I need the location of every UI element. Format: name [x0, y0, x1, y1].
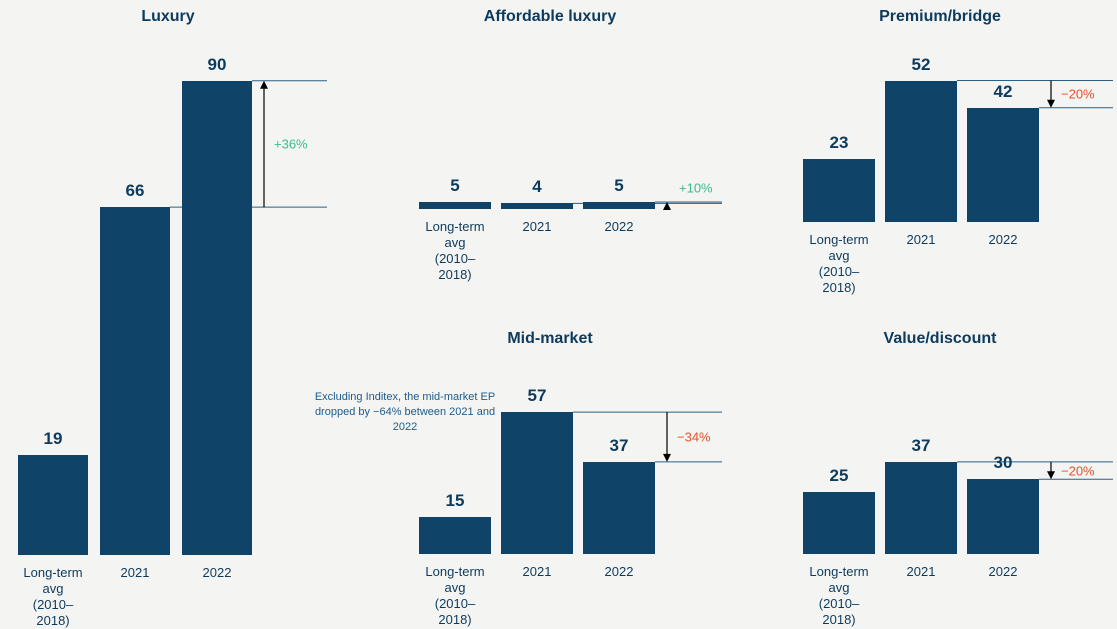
annotation: Excluding Inditex, the mid-market EP dro… [314, 391, 496, 433]
change-label: −20% [1061, 86, 1095, 102]
category-label: 2022 [604, 219, 634, 234]
bar [419, 202, 491, 209]
category-label: 2021 [522, 219, 552, 234]
value-label: 52 [911, 54, 931, 74]
value-label: 37 [609, 435, 629, 455]
arrow-head [663, 202, 671, 210]
panel-title: Affordable luxury [483, 8, 617, 25]
change-label: +10% [679, 180, 713, 196]
panel-title: Premium/bridge [879, 8, 1001, 25]
bar [18, 454, 88, 555]
bar [501, 203, 573, 209]
change-label: −34% [677, 429, 711, 445]
value-label: 5 [614, 176, 624, 195]
panel-title: Mid-market [507, 330, 593, 347]
category-label: Long-term avg (2010–2018) [425, 219, 485, 282]
value-label: 23 [829, 133, 849, 153]
bar [583, 202, 655, 209]
arrow-head [663, 453, 671, 462]
value-label: 42 [993, 81, 1013, 101]
value-label: 30 [993, 453, 1013, 473]
category-label: Long-term avg (2010–2018) [425, 564, 485, 627]
arrow-head [1047, 99, 1055, 108]
bar [885, 461, 957, 554]
value-label: 15 [445, 490, 465, 510]
category-label: Long-term avg (2010–2018) [809, 564, 869, 627]
category-label: 2021 [120, 565, 150, 580]
arrow-head [1047, 471, 1055, 480]
arrow-head [260, 80, 268, 89]
value-label: 66 [125, 181, 145, 201]
value-label: 5 [450, 176, 460, 195]
bar [100, 207, 170, 555]
value-label: 4 [532, 177, 542, 197]
category-label: 2022 [604, 564, 634, 579]
bar [419, 516, 491, 554]
bar [885, 80, 957, 222]
category-label: Long-term avg (2010–2018) [809, 232, 869, 295]
panel-title: Luxury [141, 8, 195, 25]
category-label: 2021 [522, 564, 552, 579]
change-label: −20% [1061, 463, 1095, 479]
panel-title: Value/discount [883, 330, 997, 347]
category-label: Long-term avg (2010–2018) [23, 565, 83, 628]
bar [583, 461, 655, 554]
bar [803, 491, 875, 554]
bar [967, 479, 1039, 554]
category-label: 2021 [906, 232, 936, 247]
value-label: 57 [527, 386, 547, 406]
category-label: 2022 [988, 564, 1018, 579]
category-label: 2022 [988, 232, 1018, 247]
value-label: 37 [911, 435, 931, 455]
value-label: 19 [43, 428, 63, 448]
change-label: +36% [274, 136, 308, 152]
bar [501, 412, 573, 554]
category-label: 2021 [906, 564, 936, 579]
value-label: 25 [829, 465, 849, 485]
category-label: 2022 [202, 565, 232, 580]
bar [182, 80, 252, 555]
value-label: 90 [207, 54, 227, 74]
bar [967, 107, 1039, 222]
bar [803, 159, 875, 222]
